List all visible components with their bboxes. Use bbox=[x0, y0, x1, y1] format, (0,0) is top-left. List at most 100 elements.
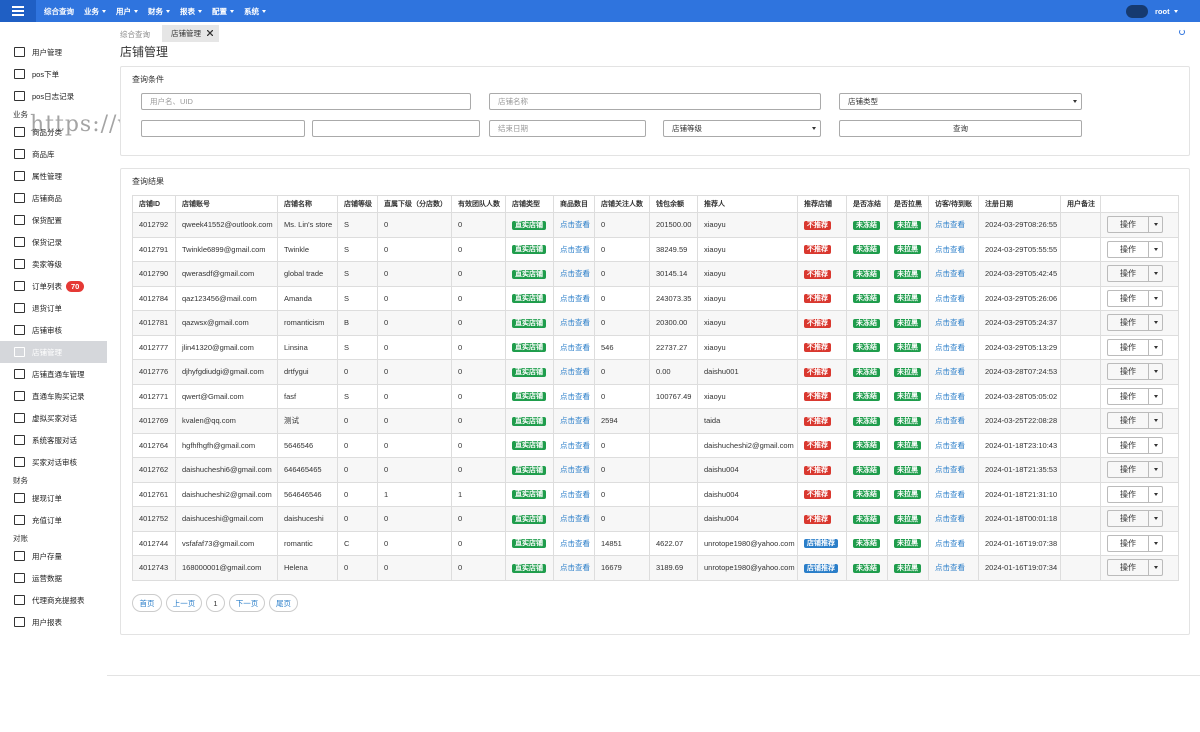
link[interactable]: 点击查看 bbox=[935, 391, 965, 401]
link[interactable]: 点击查看 bbox=[935, 318, 965, 328]
sidebar-item[interactable]: 直通车购买记录 bbox=[0, 385, 107, 407]
link[interactable]: 点击查看 bbox=[935, 244, 965, 254]
tab[interactable]: 综合查询 bbox=[120, 30, 150, 39]
top-menu-item[interactable]: 业务 bbox=[84, 6, 106, 17]
menu-toggle[interactable] bbox=[0, 0, 36, 22]
link[interactable]: 点击查看 bbox=[560, 538, 590, 548]
link[interactable]: 点击查看 bbox=[935, 367, 965, 377]
cell-text: 2594 bbox=[601, 416, 618, 426]
sidebar-item[interactable]: 用户报表 bbox=[0, 611, 107, 633]
action-button[interactable]: 操作 bbox=[1107, 216, 1163, 234]
cell: 0 bbox=[377, 530, 452, 556]
sidebar-item[interactable]: 卖家等级 bbox=[0, 253, 107, 275]
sidebar-item[interactable]: 退货订单 bbox=[0, 297, 107, 319]
sidebar-item[interactable]: 店铺直通车管理 bbox=[0, 363, 107, 385]
link[interactable]: 点击查看 bbox=[935, 538, 965, 548]
query-input[interactable]: 店铺名称 bbox=[489, 93, 821, 110]
action-button[interactable]: 操作 bbox=[1107, 314, 1163, 332]
page-button[interactable]: 尾页 bbox=[269, 594, 298, 612]
link[interactable]: 点击查看 bbox=[560, 416, 590, 426]
top-menu-item[interactable]: 报表 bbox=[180, 6, 202, 17]
sidebar-item[interactable]: 提现订单 bbox=[0, 487, 107, 509]
link[interactable]: 点击查看 bbox=[560, 489, 590, 499]
page-button[interactable]: 首页 bbox=[132, 594, 162, 612]
sidebar-item[interactable]: 保货记录 bbox=[0, 231, 107, 253]
chat-icon[interactable] bbox=[1126, 5, 1148, 18]
link[interactable]: 点击查看 bbox=[560, 318, 590, 328]
link[interactable]: 点击查看 bbox=[560, 244, 590, 254]
link[interactable]: 点击查看 bbox=[560, 563, 590, 573]
top-menu-item[interactable]: 综合查询 bbox=[44, 6, 74, 17]
top-menu-item[interactable]: 财务 bbox=[148, 6, 170, 17]
link[interactable]: 点击查看 bbox=[935, 342, 965, 352]
sidebar-item[interactable]: 系统客服对话 bbox=[0, 429, 107, 451]
link[interactable]: 点击查看 bbox=[935, 514, 965, 524]
sidebar-item[interactable]: 店铺商品 bbox=[0, 187, 107, 209]
tab-active[interactable]: 店铺管理 bbox=[162, 25, 219, 42]
link[interactable]: 点击查看 bbox=[935, 416, 965, 426]
link[interactable]: 点击查看 bbox=[935, 440, 965, 450]
action-button[interactable]: 操作 bbox=[1107, 436, 1163, 454]
action-button[interactable]: 操作 bbox=[1107, 338, 1163, 356]
page-button[interactable]: 下一页 bbox=[229, 594, 265, 612]
top-menu-item[interactable]: 配置 bbox=[212, 6, 234, 17]
link[interactable]: 点击查看 bbox=[560, 367, 590, 377]
link[interactable]: 点击查看 bbox=[560, 220, 590, 230]
sidebar-item[interactable]: 店铺管理 bbox=[0, 341, 107, 363]
link[interactable]: 点击查看 bbox=[935, 563, 965, 573]
action-button[interactable]: 操作 bbox=[1107, 534, 1163, 552]
sidebar-item[interactable]: pos下单 bbox=[0, 63, 107, 85]
link[interactable]: 点击查看 bbox=[935, 293, 965, 303]
action-button[interactable]: 操作 bbox=[1107, 265, 1163, 283]
action-button[interactable]: 操作 bbox=[1107, 461, 1163, 479]
page-button[interactable]: 上一页 bbox=[166, 594, 202, 612]
link[interactable]: 点击查看 bbox=[935, 465, 965, 475]
action-button[interactable]: 操作 bbox=[1107, 559, 1163, 577]
query-input[interactable]: 用户名、UID bbox=[141, 93, 471, 110]
link[interactable]: 点击查看 bbox=[935, 489, 965, 499]
action-button[interactable]: 操作 bbox=[1107, 510, 1163, 528]
link[interactable]: 点击查看 bbox=[560, 440, 590, 450]
link[interactable]: 点击查看 bbox=[560, 465, 590, 475]
link[interactable]: 点击查看 bbox=[935, 220, 965, 230]
action-button[interactable]: 操作 bbox=[1107, 412, 1163, 430]
top-menu-item[interactable]: 用户 bbox=[116, 6, 138, 17]
sidebar-item[interactable]: 虚拟买家对话 bbox=[0, 407, 107, 429]
sidebar-item[interactable]: 商品分类 bbox=[0, 121, 107, 143]
action-button[interactable]: 操作 bbox=[1107, 363, 1163, 381]
sidebar-item[interactable]: 店铺审核 bbox=[0, 319, 107, 341]
query-button[interactable]: 查询 bbox=[839, 120, 1082, 137]
link[interactable]: 点击查看 bbox=[560, 514, 590, 524]
action-button[interactable]: 操作 bbox=[1107, 485, 1163, 503]
sidebar-item[interactable]: 用户存量 bbox=[0, 545, 107, 567]
action-button[interactable]: 操作 bbox=[1107, 240, 1163, 258]
sidebar-item[interactable]: 属性管理 bbox=[0, 165, 107, 187]
sidebar-item[interactable]: 保货配置 bbox=[0, 209, 107, 231]
sidebar-item[interactable]: pos日志记录 bbox=[0, 85, 107, 107]
query-select[interactable]: 店铺类型 bbox=[839, 93, 1082, 110]
link[interactable]: 点击查看 bbox=[560, 269, 590, 279]
link[interactable]: 点击查看 bbox=[560, 391, 590, 401]
refresh-icon[interactable] bbox=[1179, 29, 1185, 35]
sidebar-item[interactable]: 订单列表 70 bbox=[0, 275, 107, 297]
top-menu-item[interactable]: 系统 bbox=[244, 6, 266, 17]
sidebar-item[interactable]: 充值订单 bbox=[0, 509, 107, 531]
sidebar-item[interactable]: 代理商充提报表 bbox=[0, 589, 107, 611]
query-input[interactable]: 结束日期 bbox=[489, 120, 646, 137]
query-input[interactable] bbox=[141, 120, 305, 137]
sidebar-item[interactable]: 买家对话审核 bbox=[0, 451, 107, 473]
action-button[interactable]: 操作 bbox=[1107, 387, 1163, 405]
action-button[interactable]: 操作 bbox=[1107, 289, 1163, 307]
cell: 未冻结 bbox=[846, 506, 888, 532]
close-icon[interactable] bbox=[206, 29, 214, 37]
sidebar-item[interactable]: 商品库 bbox=[0, 143, 107, 165]
link[interactable]: 点击查看 bbox=[935, 269, 965, 279]
user-menu[interactable]: root bbox=[1155, 0, 1178, 22]
page-button[interactable]: 1 bbox=[206, 594, 225, 612]
sidebar-item[interactable]: 运营数据 bbox=[0, 567, 107, 589]
link[interactable]: 点击查看 bbox=[560, 342, 590, 352]
query-select[interactable]: 店铺等级 bbox=[663, 120, 821, 137]
sidebar-item[interactable]: 用户管理 bbox=[0, 41, 107, 63]
link[interactable]: 点击查看 bbox=[560, 293, 590, 303]
query-input[interactable] bbox=[312, 120, 480, 137]
